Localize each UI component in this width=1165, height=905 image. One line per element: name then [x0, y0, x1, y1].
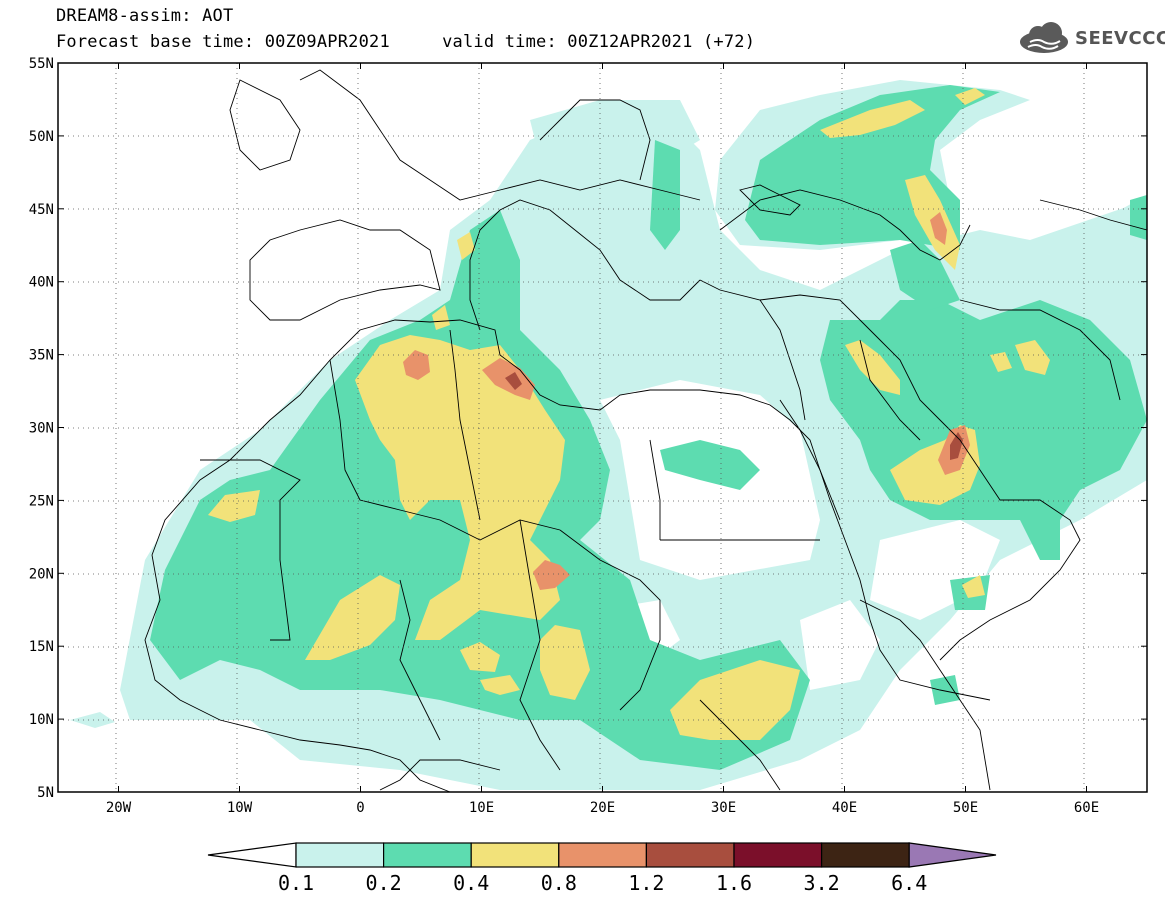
- lat-label: 30N: [29, 421, 54, 437]
- colorbar-box: [820, 842, 910, 868]
- lon-label: 10E: [469, 800, 494, 816]
- colorbar-box: [383, 842, 472, 868]
- colorbar: [207, 842, 997, 868]
- lon-label: 60E: [1074, 800, 1099, 816]
- lon-label: 20W: [106, 800, 132, 816]
- colorbar-label: 0.2: [366, 871, 402, 895]
- longitude-ticks: [118, 63, 1087, 792]
- lat-label: 10N: [29, 712, 54, 728]
- longitude-labels: 20W 10W 0 10E 20E 30E 40E 50E 60E: [106, 800, 1099, 816]
- lat-label: 15N: [29, 639, 54, 655]
- colorbar-label: 3.2: [804, 871, 840, 895]
- lat-label: 25N: [29, 493, 54, 509]
- colorbar-label: 6.4: [891, 871, 927, 895]
- colorbar-over-arrow: [908, 842, 997, 868]
- logo-text: SEEVCCC: [1075, 28, 1165, 49]
- cloud-icon: [1020, 22, 1068, 53]
- forecast-times: Forecast base time: 00Z09APR2021 valid t…: [56, 32, 756, 52]
- lat-label: 50N: [29, 129, 54, 145]
- lon-label: 0: [356, 800, 364, 816]
- colorbar-under-arrow: [207, 842, 297, 868]
- aot-band-1.2: [505, 372, 963, 460]
- lat-label: 55N: [29, 56, 54, 72]
- lat-label: 5N: [37, 785, 54, 801]
- latitude-ticks: [58, 62, 1147, 793]
- colorbar-label: 0.1: [278, 871, 314, 895]
- map-title: DREAM8-assim: AOT: [56, 6, 234, 26]
- colorbar-box: [558, 842, 647, 868]
- colorbar-labels: 0.1 0.2 0.4 0.8 1.2 1.6 3.2 6.4: [278, 871, 927, 895]
- latitude-labels: 55N 50N 45N 40N 35N 30N 25N 20N 15N 10N 5N: [29, 56, 54, 801]
- lat-label: 45N: [29, 202, 54, 218]
- colorbar-box: [295, 842, 385, 868]
- lon-label: 10W: [227, 800, 253, 816]
- lat-label: 35N: [29, 348, 54, 364]
- logo: [1020, 22, 1068, 53]
- colorbar-label: 0.4: [453, 871, 489, 895]
- colorbar-label: 1.6: [716, 871, 752, 895]
- colorbar-box: [645, 842, 735, 868]
- colorbar-box: [470, 842, 560, 868]
- colorbar-label: 1.2: [628, 871, 664, 895]
- lon-label: 20E: [590, 800, 615, 816]
- lon-label: 40E: [832, 800, 857, 816]
- lon-label: 30E: [711, 800, 736, 816]
- lat-label: 20N: [29, 566, 54, 582]
- lon-label: 50E: [953, 800, 978, 816]
- aot-fields: [58, 63, 1147, 792]
- colorbar-label: 0.8: [541, 871, 577, 895]
- lat-label: 40N: [29, 275, 54, 291]
- coastlines: [144, 69, 1147, 792]
- colorbar-box: [733, 842, 823, 868]
